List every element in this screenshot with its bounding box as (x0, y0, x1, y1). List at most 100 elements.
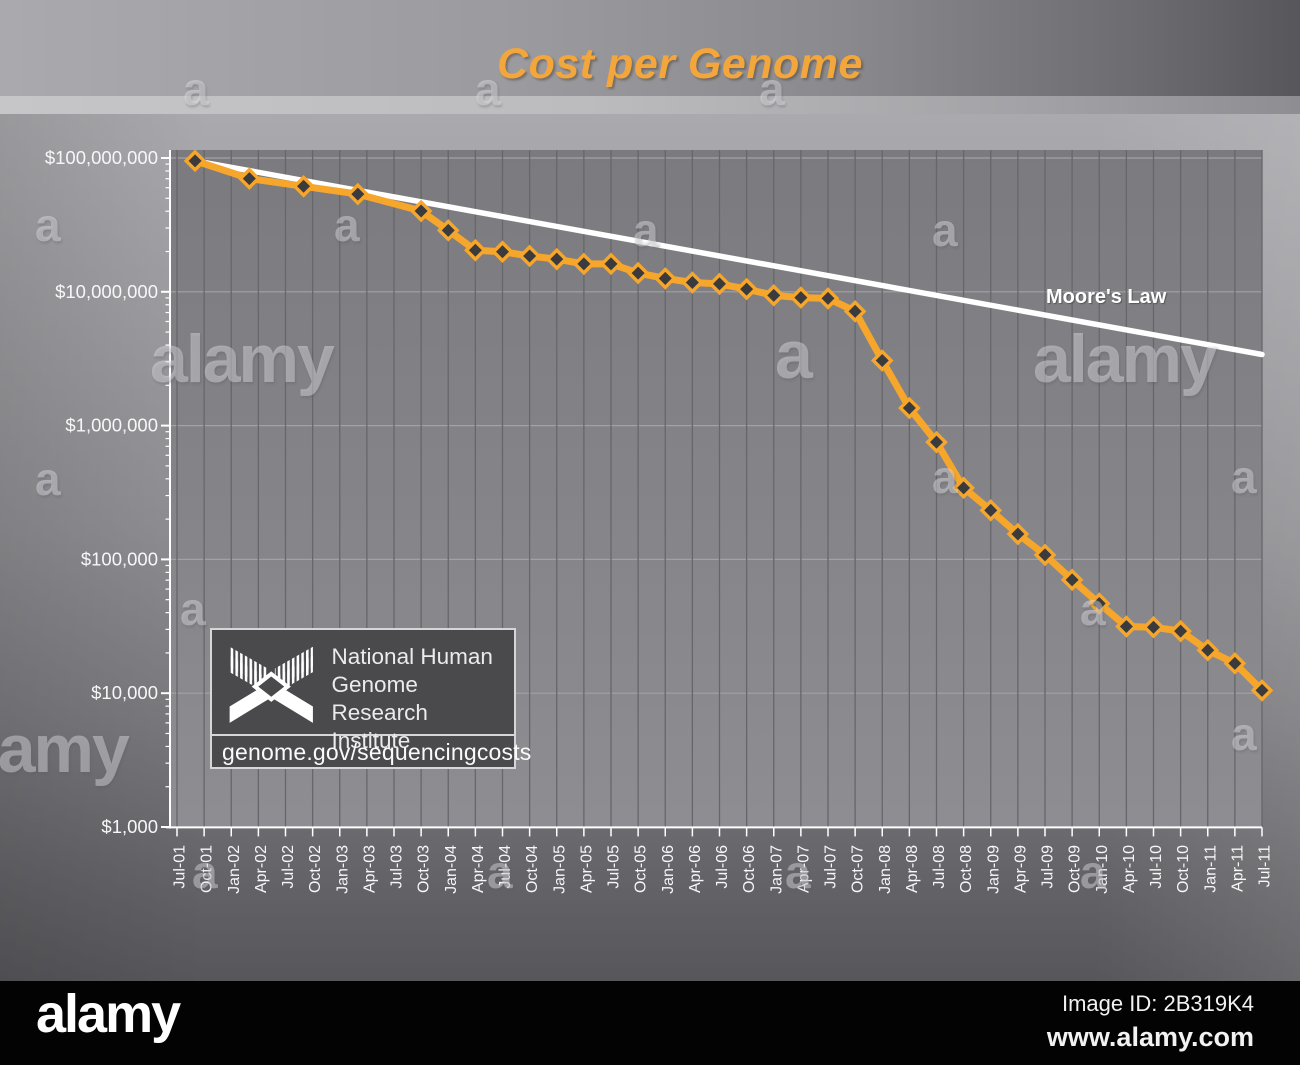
svg-text:Apr-02: Apr-02 (253, 845, 270, 893)
svg-text:$10,000,000: $10,000,000 (55, 281, 158, 302)
data-point-marker (708, 272, 731, 296)
data-point-marker (545, 247, 569, 271)
image-id-text: Image ID: 2B319K4 (1061, 991, 1254, 1016)
svg-text:Jul-01: Jul-01 (172, 845, 189, 889)
alamy-footer-info: Image ID: 2B319K4 www.alamy.com (1047, 991, 1254, 1053)
svg-text:Oct-08: Oct-08 (958, 845, 975, 893)
data-point-marker (346, 182, 370, 206)
data-point-marker (843, 299, 867, 323)
alamy-footer-bar: alamy Image ID: 2B319K4 www.alamy.com (0, 981, 1300, 1065)
data-point-marker (436, 219, 460, 242)
data-point-marker (518, 244, 541, 268)
data-point-marker (1250, 679, 1274, 702)
svg-text:Oct-07: Oct-07 (850, 845, 867, 893)
data-point-marker (491, 240, 514, 264)
axes (161, 150, 1263, 837)
svg-text:Jan-10: Jan-10 (1094, 845, 1111, 894)
nhgri-logo-icon (229, 646, 313, 723)
svg-text:Apr-09: Apr-09 (1012, 845, 1029, 893)
svg-text:Apr-03: Apr-03 (361, 845, 378, 893)
data-point-marker (952, 476, 975, 500)
svg-text:Apr-04: Apr-04 (470, 845, 487, 893)
svg-text:Oct-09: Oct-09 (1067, 845, 1084, 893)
svg-text:Apr-05: Apr-05 (578, 845, 595, 893)
svg-text:Jan-08: Jan-08 (877, 845, 894, 894)
svg-text:Apr-10: Apr-10 (1121, 845, 1138, 893)
org-line-2: Genome Research (331, 672, 428, 725)
data-point-marker (1115, 615, 1138, 638)
svg-text:Jan-03: Jan-03 (334, 845, 351, 894)
svg-text:$100,000: $100,000 (81, 548, 158, 569)
svg-text:Jul-04: Jul-04 (497, 845, 514, 889)
moores-law-line (192, 158, 1265, 358)
svg-text:Jan-11: Jan-11 (1202, 845, 1219, 893)
moores-law-label: Moore's Law (1046, 286, 1167, 308)
alamy-logo: alamy (36, 984, 181, 1044)
data-point-marker (870, 349, 894, 372)
data-point-marker (925, 430, 948, 454)
svg-text:Jul-06: Jul-06 (714, 845, 731, 889)
svg-text:$1,000: $1,000 (101, 816, 158, 837)
svg-text:Jan-07: Jan-07 (768, 845, 785, 894)
svg-text:Oct-03: Oct-03 (416, 845, 433, 893)
data-point-marker (979, 499, 1003, 522)
data-point-marker (409, 199, 433, 223)
background-highlight-stripe (0, 96, 1300, 114)
svg-text:Jul-02: Jul-02 (280, 845, 297, 889)
svg-text:Oct-10: Oct-10 (1175, 845, 1192, 893)
svg-text:Jul-08: Jul-08 (931, 845, 948, 889)
data-point-marker (1169, 619, 1192, 643)
svg-text:Jan-06: Jan-06 (660, 845, 677, 894)
data-point-marker (789, 286, 813, 309)
sequencing-costs-url: genome.gov/sequencingcosts (212, 734, 531, 765)
data-point-marker (464, 238, 487, 262)
svg-text:Oct-04: Oct-04 (524, 845, 541, 893)
svg-text:$100,000,000: $100,000,000 (45, 147, 158, 168)
cost-series-markers (183, 149, 1274, 702)
nhgri-org-name: National Human Genome Research Institute (332, 639, 506, 755)
svg-text:$10,000: $10,000 (91, 682, 158, 703)
nhgri-logo-row: National Human Genome Research Institute (212, 630, 514, 753)
data-point-marker (816, 287, 840, 310)
alamy-site-url: www.alamy.com (1046, 1022, 1254, 1052)
org-line-3: Institute (331, 728, 411, 753)
svg-text:Oct-06: Oct-06 (741, 845, 758, 893)
svg-text:Jan-02: Jan-02 (226, 845, 243, 894)
data-point-marker (1223, 652, 1247, 675)
svg-text:Jan-04: Jan-04 (443, 845, 460, 894)
data-point-marker (681, 271, 704, 294)
svg-text:Jan-09: Jan-09 (985, 845, 1002, 894)
data-point-marker (1060, 568, 1084, 592)
y-tick-labels: $100,000,000 $10,000,000 $1,000,000 $100,00… (45, 147, 158, 837)
data-point-marker (292, 174, 315, 198)
svg-text:Jul-07: Jul-07 (823, 845, 840, 889)
x-tick-labels: Jul-01 Oct-01 Jan-02 Apr-02 Jul-02 Oct-02 Jan-… (172, 845, 1274, 894)
data-point-marker (735, 277, 758, 301)
svg-text:Jan-05: Jan-05 (551, 845, 568, 894)
svg-text:Jul-05: Jul-05 (606, 845, 623, 889)
svg-text:$1,000,000: $1,000,000 (65, 415, 158, 436)
svg-text:Jul-03: Jul-03 (389, 845, 406, 889)
svg-text:Oct-05: Oct-05 (633, 845, 650, 893)
data-point-marker (572, 252, 596, 276)
svg-text:Apr-07: Apr-07 (795, 845, 812, 893)
svg-text:Apr-11: Apr-11 (1229, 845, 1246, 892)
data-point-marker (1087, 592, 1111, 615)
svg-text:Oct-02: Oct-02 (307, 845, 324, 893)
svg-text:Jul-10: Jul-10 (1148, 845, 1165, 889)
data-point-marker (238, 167, 261, 190)
data-point-marker (1033, 543, 1057, 567)
page-title: Cost per Genome (497, 40, 863, 88)
data-point-marker (626, 261, 650, 285)
data-point-marker (898, 396, 921, 420)
nhgri-logo-box: National Human Genome Research Institute… (210, 628, 531, 769)
data-point-marker (653, 267, 677, 290)
svg-text:Oct-01: Oct-01 (199, 845, 216, 893)
svg-text:Jul-11: Jul-11 (1257, 845, 1274, 887)
org-line-1: National Human (331, 644, 493, 669)
background-top-band (0, 0, 1300, 96)
data-point-marker (762, 284, 786, 307)
data-point-marker (1006, 522, 1030, 546)
